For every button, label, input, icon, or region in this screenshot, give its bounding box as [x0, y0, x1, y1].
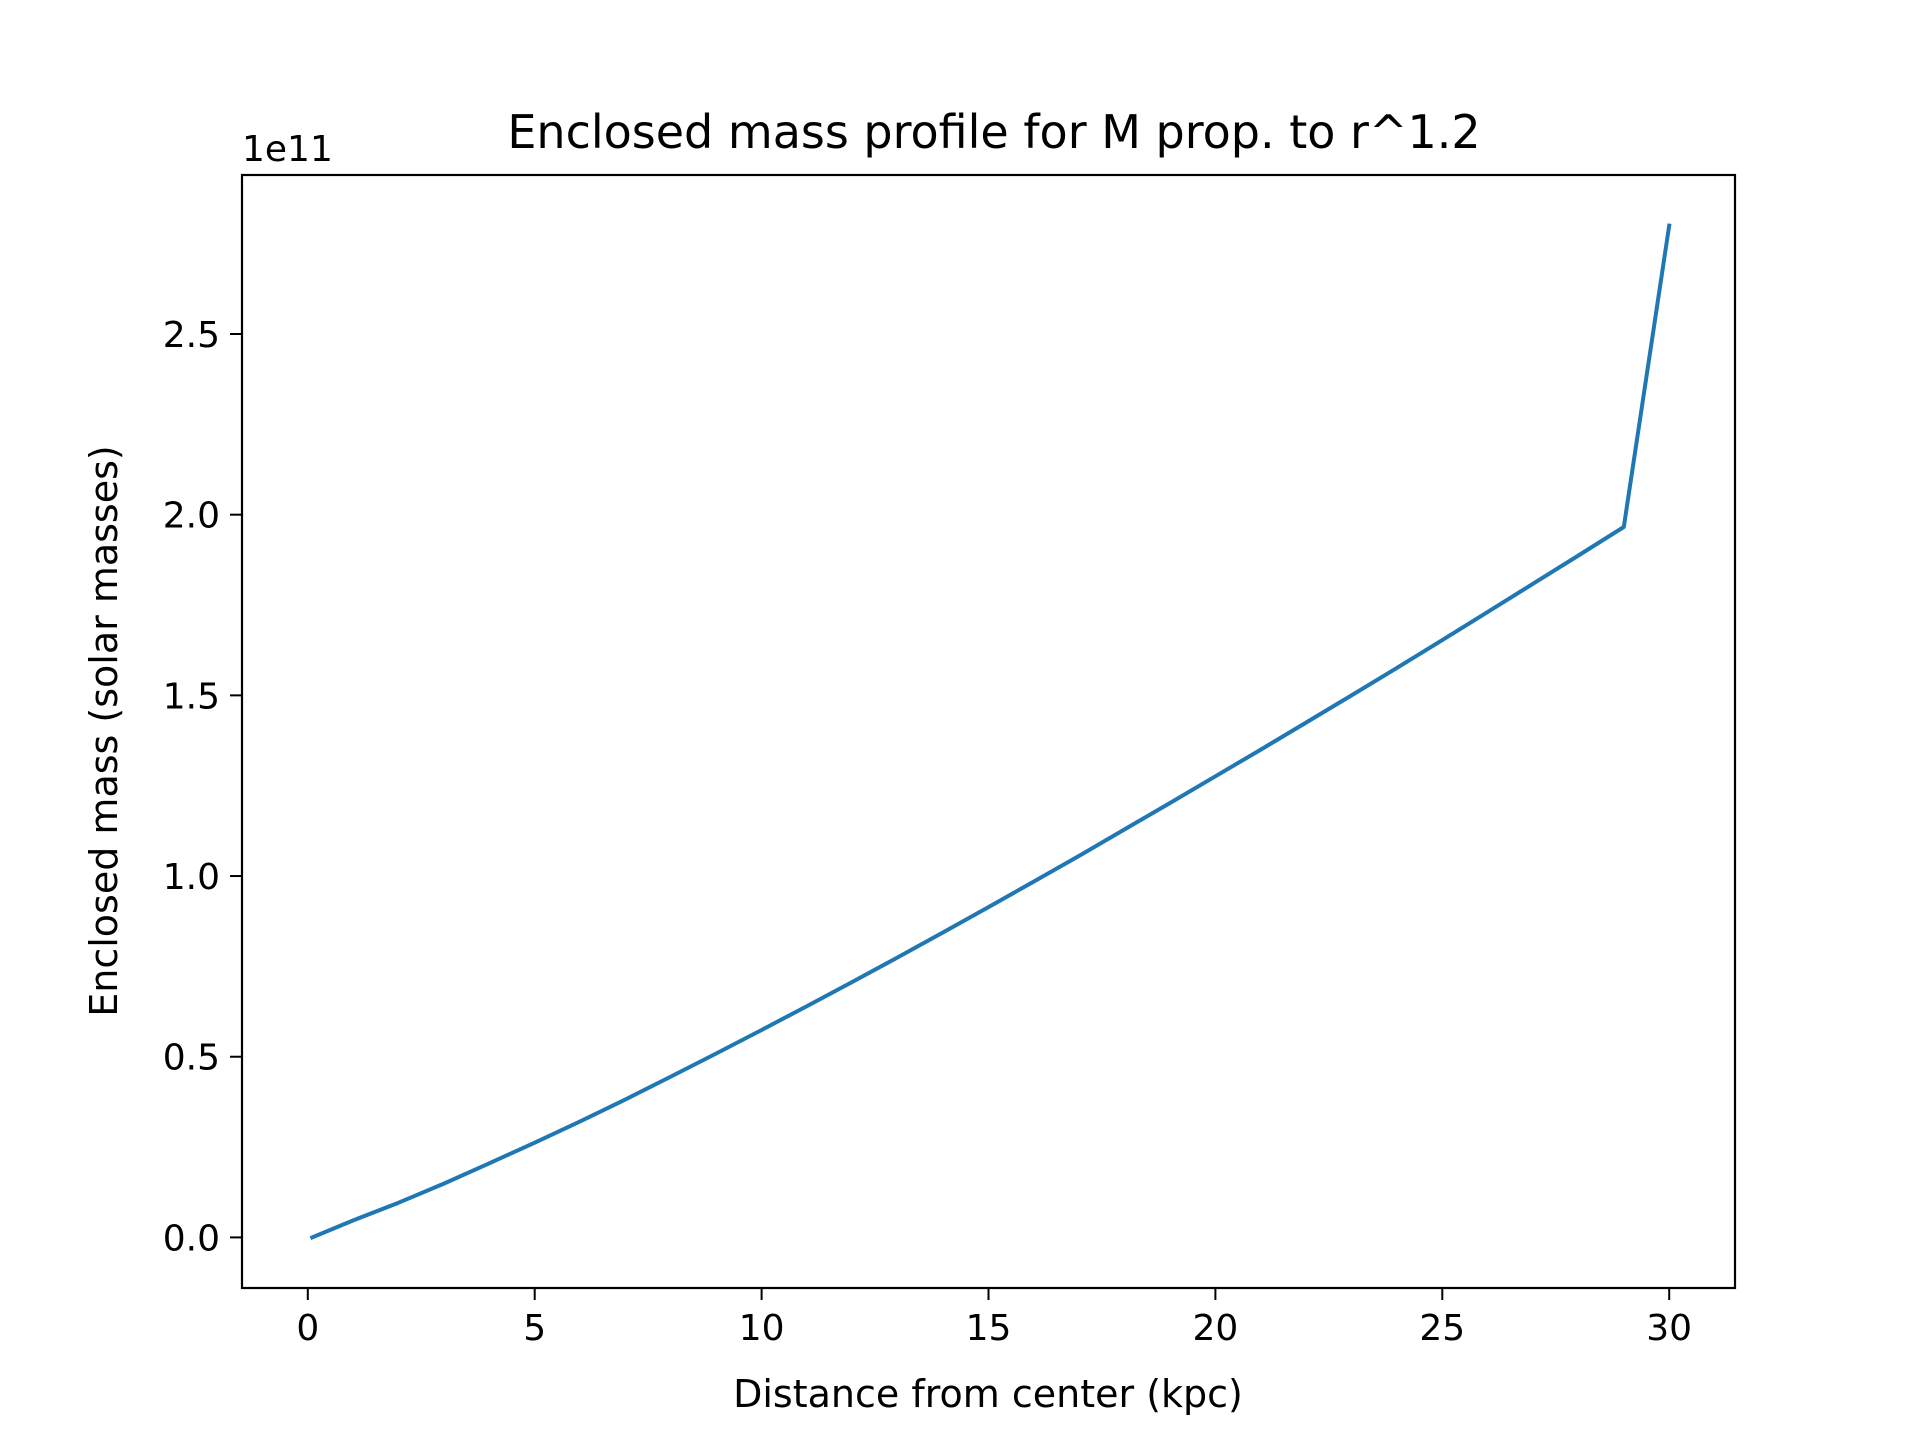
x-tick-label: 0 [296, 1308, 319, 1349]
x-tick-label: 5 [523, 1308, 546, 1349]
y-tick-label: 2.0 [163, 496, 220, 537]
x-tick-label: 10 [739, 1308, 785, 1349]
series-line [309, 223, 1672, 1241]
x-tick-label: 30 [1646, 1308, 1692, 1349]
y-tick-label: 0.5 [163, 1038, 220, 1079]
y-tick-label: 1.0 [163, 857, 220, 898]
y-axis-label: Enclosed mass (solar masses) [82, 445, 126, 1016]
x-tick-label: 25 [1419, 1308, 1465, 1349]
y-offset-label: 1e11 [242, 129, 333, 170]
y-tick-label: 2.5 [163, 315, 220, 356]
y-tick-label: 1.5 [163, 676, 220, 717]
series-layer [309, 223, 1672, 1241]
x-tick-label: 15 [966, 1308, 1012, 1349]
y-tick-label: 0.0 [163, 1218, 220, 1259]
x-tick-label: 20 [1192, 1308, 1238, 1349]
y-axis-ticks: 0.0 0.5 1.0 1.5 2.0 2.5 [163, 315, 242, 1259]
x-axis-ticks: 0 5 10 15 20 25 30 [296, 1288, 1692, 1349]
chart-title: Enclosed mass profile for M prop. to r^1… [507, 105, 1480, 159]
x-axis-label: Distance from center (kpc) [733, 1372, 1243, 1416]
